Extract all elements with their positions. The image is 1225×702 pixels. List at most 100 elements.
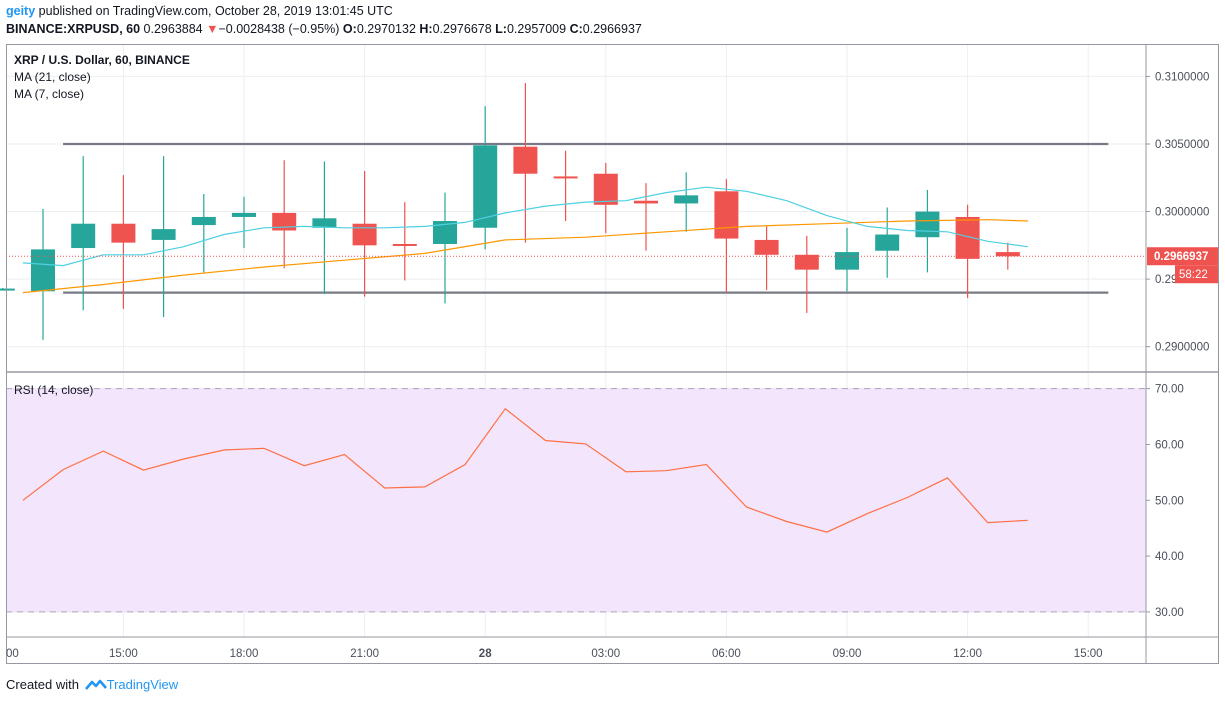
change-value: −0.0028438 (−0.95%) — [218, 22, 340, 36]
ma7-line — [22, 186, 1028, 267]
candle-body — [473, 145, 498, 228]
candle-body — [352, 223, 377, 246]
footer: Created with TradingView — [6, 677, 178, 692]
time-tick-label: 18:00 — [230, 648, 259, 660]
candle-body — [191, 216, 216, 226]
rsi-line — [22, 407, 1028, 533]
time-tick-label: 15:00 — [1074, 648, 1103, 660]
candle-body — [71, 223, 96, 249]
publisher-username[interactable]: geity — [6, 4, 36, 18]
candle — [352, 171, 377, 297]
rsi-legend: RSI (14, close) — [14, 383, 93, 397]
candle — [111, 175, 136, 309]
rsi-tick-label: 30.00 — [1155, 607, 1184, 619]
candle — [955, 204, 980, 299]
price-tick-label: 0.3100000 — [1155, 71, 1209, 83]
high-label: H: — [419, 22, 433, 36]
ma21-line — [22, 219, 1028, 294]
created-with-label: Created with — [6, 677, 79, 692]
candle — [513, 83, 538, 243]
rsi-axis[interactable]: 70.00 60.00 50.00 40.00 30.00 — [1146, 384, 1184, 619]
candle-body — [272, 212, 297, 231]
candle — [151, 156, 176, 317]
price-tick-label: 0.2900000 — [1155, 342, 1209, 354]
ma21-legend: MA (21, close) — [14, 70, 91, 84]
down-arrow-icon: ▼ — [206, 22, 219, 36]
candle-body — [553, 176, 578, 179]
candle-body — [634, 200, 658, 204]
candle — [995, 242, 1020, 270]
chart-frame — [6, 44, 1219, 664]
last-price-label: 0.2966937 58:22 — [1147, 247, 1218, 284]
candle — [433, 192, 457, 304]
candle-body — [31, 249, 55, 292]
tradingview-brand-link[interactable]: TradingView — [106, 677, 179, 692]
rsi-band — [6, 388, 1146, 612]
candle-body — [915, 211, 940, 238]
high-value: 0.2976678 — [432, 22, 492, 36]
time-tick-label: 21:00 — [350, 648, 379, 660]
low-value: 0.2957009 — [506, 22, 567, 36]
candle — [794, 235, 819, 313]
rsi-tick-label: 70.00 — [1155, 384, 1184, 396]
symbol-label: BINANCE:XRPUSD, 60 — [6, 22, 141, 36]
candle-body — [151, 229, 176, 240]
chart-title: XRP / U.S. Dollar, 60, BINANCE — [14, 53, 190, 67]
candle-body — [875, 234, 900, 251]
open-label: O: — [342, 22, 357, 36]
candle-body — [0, 288, 15, 291]
trend-lines[interactable] — [63, 142, 1109, 294]
close-value: 0.2966937 — [582, 22, 642, 36]
candle-body — [111, 223, 136, 243]
ma7-legend: MA (7, close) — [14, 87, 84, 101]
candle — [191, 193, 216, 273]
candle-body — [995, 252, 1020, 257]
candle — [473, 106, 498, 250]
candle — [634, 183, 658, 251]
close-label: C: — [569, 22, 583, 36]
candle — [754, 226, 779, 290]
candle — [392, 202, 417, 281]
outer-border — [6, 44, 1219, 664]
time-tick-label: 03:00 — [591, 648, 620, 660]
candle — [232, 196, 256, 249]
candle — [0, 287, 15, 291]
candle-body — [754, 239, 779, 255]
candle — [593, 162, 618, 234]
candle — [915, 189, 940, 273]
ohlc-line: BINANCE:XRPUSD, 60 0.2963884 ▼−0.0028438… — [6, 22, 642, 36]
candle-body — [794, 254, 819, 270]
time-axis[interactable]: 00 15:00 18:00 21:00 28 03:00 06:00 09:00 12:00 1… — [6, 648, 1103, 660]
candle — [31, 208, 55, 340]
price-axis[interactable]: 0.31000000.30500000.30000000.29500000.29… — [1146, 71, 1209, 354]
time-tick-label: 09:00 — [833, 648, 862, 660]
low-label: L: — [495, 22, 507, 36]
time-tick-label: 06:00 — [712, 648, 741, 660]
time-tick-label: 12:00 — [953, 648, 982, 660]
publish-line: geity published on TradingView.com, Octo… — [6, 4, 393, 18]
candle-body — [232, 212, 256, 217]
candle — [272, 160, 297, 269]
price-tick-label: 0.3000000 — [1155, 207, 1209, 219]
candle-body — [674, 195, 699, 204]
rsi-tick-label: 40.00 — [1155, 551, 1184, 563]
last-price-value: 0.2963884 — [143, 22, 203, 36]
candle-body — [835, 252, 859, 270]
candle-body — [955, 216, 980, 259]
rsi-tick-label: 60.00 — [1155, 439, 1184, 451]
candle — [674, 172, 699, 232]
rsi-tick-label: 50.00 — [1155, 495, 1184, 507]
publish-info: published on TradingView.com, October 28… — [38, 4, 393, 18]
candle-body — [593, 173, 618, 205]
time-tick-label: 00 — [6, 648, 19, 660]
time-tick-label: 15:00 — [109, 648, 138, 660]
time-tick-label: 28 — [479, 648, 492, 660]
price-tick-label: 0.3050000 — [1155, 139, 1209, 151]
open-value: 0.2970132 — [356, 22, 416, 36]
candle — [553, 150, 578, 222]
candle-body — [433, 221, 457, 244]
candle-body — [392, 243, 417, 246]
candle-body — [312, 218, 337, 228]
tradingview-logo-icon — [84, 679, 107, 690]
